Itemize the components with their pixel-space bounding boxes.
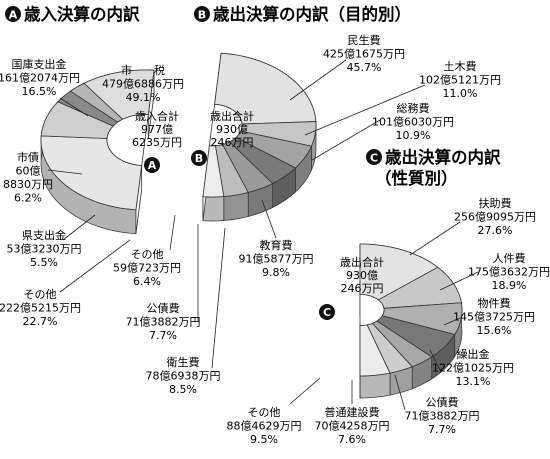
slice-label-a-0: 市 税 479億6886万円 49.1%: [102, 63, 184, 104]
marker-a-title: [5, 6, 21, 22]
leader-a-2: [47, 169, 83, 175]
pie-c-wall-6: [359, 372, 391, 399]
chart-c-title: 歳出決算の内訳（性質別）: [375, 147, 501, 188]
chart-b-title: 歳出決算の内訳（目的別）: [213, 4, 411, 24]
leader-b-6: [169, 214, 176, 251]
slice-label-b-2: 総務費 101億6030万円 10.9%: [372, 101, 454, 142]
leader-b-3: [261, 199, 277, 239]
slice-label-c-5: 普通建設費 70億4258万円 7.6%: [315, 405, 390, 446]
slice-label-c-0: 扶助費 256億9095万円 27.6%: [454, 196, 536, 237]
marker-a-pie-letter: A: [148, 159, 157, 172]
leader-b-2: [311, 119, 381, 161]
center-label-b: 歳出合計 930億 246万円: [210, 109, 254, 149]
slice-label-b-1: 土木費 102億5121万円 11.0%: [419, 59, 501, 100]
chart-a-title: 歳入決算の内訳: [24, 4, 140, 24]
pies-layer: [40, 52, 463, 399]
marker-a-pie: [144, 157, 160, 173]
slice-label-a-1: 国庫支出金 161億2074万円 16.5%: [0, 57, 80, 98]
leader-c-1: [439, 271, 479, 291]
labels-layer: 歳入合計 977億 6235万円 A 歳出合計 930億 246万円 B 歳出合計 930億 246…: [0, 33, 550, 446]
pie-a-center: [106, 114, 149, 166]
pie-b-center: [208, 103, 243, 147]
marker-c-pie: [319, 304, 335, 320]
slice-label-c-4: 公債費 71億3882万円 7.7%: [405, 395, 480, 436]
slice-label-b-4: 衛生費 78億6938万円 8.5%: [146, 355, 221, 396]
center-label-a: 歳入合計 977億 6235万円: [132, 109, 182, 149]
title-b: B 歳出決算の内訳（目的別）: [194, 4, 411, 24]
leader-b-4: [211, 227, 226, 369]
slice-label-c-1: 人件費 175億3632万円 18.9%: [468, 251, 550, 292]
leader-c-2: [443, 317, 461, 326]
leader-a-1: [59, 97, 89, 117]
slice-label-b-6: その他 59億723万円 6.4%: [113, 248, 181, 288]
leader-c-6: [289, 377, 321, 405]
leader-a-4: [59, 239, 131, 293]
marker-c-title-letter: C: [370, 152, 378, 165]
pie-c-center: [359, 294, 385, 326]
marker-a-title-letter: A: [9, 9, 18, 22]
leader-a-3: [62, 214, 96, 241]
marker-c-pie-letter: C: [323, 306, 331, 319]
leader-c-3: [429, 349, 441, 371]
slice-label-a-2: 市債 60億 8830万円 6.2%: [3, 150, 53, 205]
pie-b-wall-6: [202, 196, 225, 222]
leader-c-0: [409, 221, 461, 256]
center-label-c: 歳出合計 930億 246万円: [340, 255, 384, 295]
leader-c-4: [394, 374, 406, 411]
marker-b-title-letter: B: [198, 9, 206, 22]
slice-label-c-6: その他 88億4629万円 9.5%: [227, 406, 302, 446]
leader-b-1: [304, 84, 426, 136]
slice-label-b-3: 教育費 91億5877万円 9.8%: [239, 238, 314, 279]
slice-label-a-4: その他 222億5215万円 22.7%: [0, 288, 81, 328]
marker-c-title: [366, 149, 382, 165]
marker-b-title: [194, 6, 210, 22]
slice-label-b-5: 公債費 71億3882万円 7.7%: [126, 301, 201, 342]
slice-label-c-2: 物件費 145億3725万円 15.6%: [453, 296, 535, 337]
slice-label-b-0: 民生費 425億1675万円 45.7%: [323, 33, 405, 74]
pie-b-wall-5: [223, 192, 249, 221]
slice-label-c-3: 繰出金 122億1025万円 13.1%: [432, 347, 514, 388]
title-a: A 歳入決算の内訳: [5, 4, 140, 24]
marker-b-pie: [191, 150, 207, 166]
slice-label-a-3: 県支出金 53億3230万円 5.5%: [7, 228, 82, 269]
title-c: C 歳出決算の内訳（性質別）: [366, 147, 501, 188]
marker-b-pie-letter: B: [195, 152, 203, 165]
leader-b-0: [289, 59, 347, 101]
